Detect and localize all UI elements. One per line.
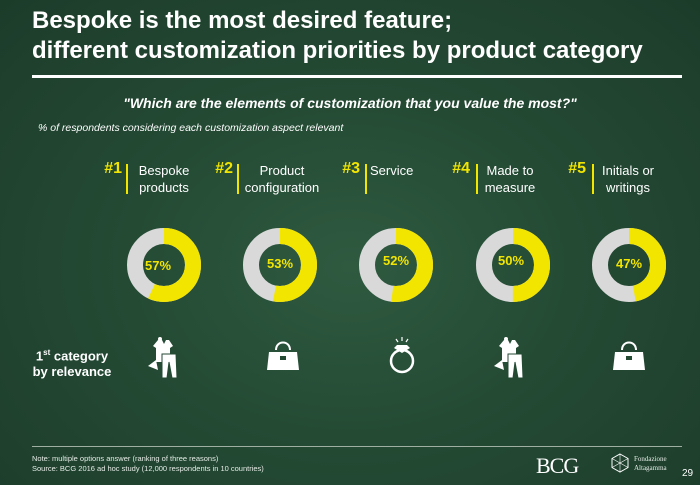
rank-label: #1: [104, 160, 122, 177]
donut-value-arc: [592, 228, 666, 302]
donut-chart: 50%: [475, 227, 551, 303]
category-label-line1: Service: [370, 163, 414, 178]
category-label: Bespoke products: [114, 162, 214, 196]
donut-value-arc: [243, 228, 317, 302]
title-line-2: different customization priorities by pr…: [32, 37, 643, 64]
donut-value-arc: [359, 228, 433, 302]
rank-label: #3: [342, 160, 360, 177]
bcg-logo: BCG: [536, 453, 579, 478]
chart-subtitle: % of respondents considering each custom…: [38, 122, 344, 134]
first-category-text: category: [50, 348, 109, 364]
donut-value-label: 57%: [144, 258, 172, 273]
survey-question: "Which are the elements of customization…: [123, 95, 577, 111]
category-label-line2: measure: [484, 180, 536, 195]
category-label-line1: Bespoke: [138, 163, 190, 178]
first-category-line2: by relevance: [32, 364, 112, 380]
altagamma-logo-icon: [610, 453, 630, 478]
footer-note: Note: multiple options answer (ranking o…: [32, 454, 219, 463]
donut-value-arc: [476, 228, 550, 302]
footer-notes: Note: multiple options answer (ranking o…: [32, 454, 264, 474]
rank-divider: [126, 164, 128, 194]
page-number: 29: [682, 468, 694, 479]
first-category-sup: st: [43, 348, 51, 357]
apparel-icon: [492, 336, 532, 385]
title-divider: [32, 75, 682, 78]
donut-value-arc: [127, 228, 201, 302]
donut-chart: 52%: [358, 227, 434, 303]
ring-icon: [386, 336, 418, 381]
donut-chart: 57%: [126, 227, 202, 303]
donut-chart: 47%: [591, 227, 667, 303]
donut-value-label: 47%: [615, 256, 643, 271]
first-category-label: 1st category by relevance: [22, 345, 122, 380]
category-label-line1: Made to: [486, 163, 534, 178]
handbag-icon: [612, 336, 646, 379]
footer-source: Source: BCG 2016 ad hoc study (12,000 re…: [32, 464, 264, 473]
category-label: Made to measure: [460, 162, 560, 196]
category-label-line2: products: [139, 180, 189, 195]
category-label: Service: [370, 162, 470, 179]
donut-chart: 53%: [242, 227, 318, 303]
altagamma-logo-text: Fondazione Altagamma: [634, 455, 674, 473]
category-label-line1: Product: [259, 163, 305, 178]
title-line-1: Bespoke is the most desired feature;: [32, 7, 453, 34]
rank-label: #5: [568, 160, 586, 177]
rank-divider: [237, 164, 239, 194]
category-label-line2: writings: [605, 180, 651, 195]
donut-value-label: 50%: [497, 253, 525, 268]
rank-divider: [476, 164, 478, 194]
apparel-icon: [146, 336, 186, 385]
category-label: Product configuration: [232, 162, 332, 196]
rank-divider: [592, 164, 594, 194]
donut-value-label: 52%: [382, 253, 410, 268]
footer-divider: [32, 446, 682, 447]
rank-label: #4: [452, 160, 470, 177]
category-label-line2: configuration: [244, 180, 320, 195]
rank-label: #2: [215, 160, 233, 177]
rank-divider: [365, 164, 367, 194]
donut-value-label: 53%: [266, 256, 294, 271]
partner-line-1: Fondazione: [634, 455, 667, 463]
first-category-number: 1: [35, 348, 44, 364]
category-label: Initials or writings: [578, 162, 678, 196]
partner-line-2: Altagamma: [634, 464, 667, 472]
slide-title: Bespoke is the most desired feature; dif…: [32, 6, 682, 66]
category-label-line1: Initials or: [601, 163, 655, 178]
handbag-icon: [266, 336, 300, 379]
